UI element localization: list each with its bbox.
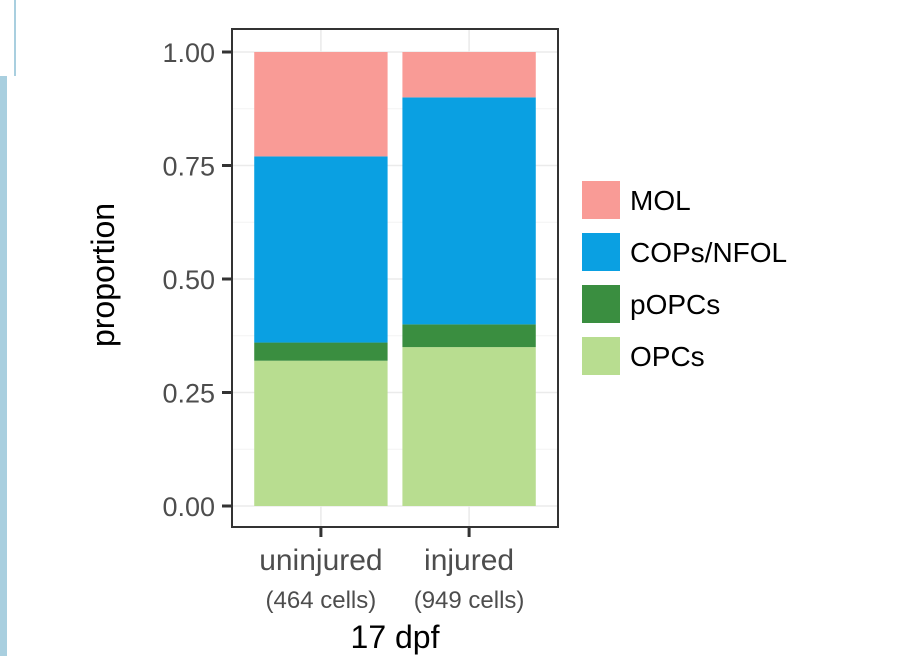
bar-segment-injured-popcs xyxy=(402,324,536,348)
y-tick-label: 0.50 xyxy=(162,265,215,295)
x-tick-sublabel: (464 cells) xyxy=(266,587,377,614)
legend-key-opcs xyxy=(582,337,620,375)
bar-segment-uninjured-cops-nfol xyxy=(254,156,388,343)
y-tick-label: 0.25 xyxy=(162,379,215,409)
legend-key-popcs xyxy=(582,285,620,323)
left-border-strip xyxy=(0,0,7,656)
legend-label-popcs: pOPCs xyxy=(630,289,720,320)
x-axis-title: 17 dpf xyxy=(351,619,440,655)
bar-segment-injured-mol xyxy=(402,52,536,98)
x-tick-label: injured xyxy=(424,544,514,577)
bar-segment-uninjured-mol xyxy=(254,52,388,157)
y-tick-label: 0.00 xyxy=(162,492,215,522)
legend: MOL COPs/NFOL pOPCs OPCs xyxy=(582,181,787,375)
left-border-notch xyxy=(0,0,16,76)
legend-label-cops-nfol: COPs/NFOL xyxy=(630,237,787,268)
y-tick-label: 0.75 xyxy=(162,152,215,182)
bar-segment-injured-cops-nfol xyxy=(402,97,536,325)
legend-key-cops-nfol xyxy=(582,233,620,271)
x-axis: uninjured (464 cells) injured (949 cells) xyxy=(259,527,524,614)
x-tick-sublabel: (949 cells) xyxy=(414,587,525,614)
bar-segment-uninjured-opcs xyxy=(254,360,388,506)
x-tick-label: uninjured xyxy=(259,544,382,577)
bar-segment-injured-opcs xyxy=(402,347,536,506)
legend-key-mol xyxy=(582,181,620,219)
y-axis: 0.00 0.25 0.50 0.75 1.00 xyxy=(162,38,232,522)
bars xyxy=(254,52,536,506)
legend-label-mol: MOL xyxy=(630,185,691,216)
legend-label-opcs: OPCs xyxy=(630,341,705,372)
y-tick-label: 1.00 xyxy=(162,38,215,68)
y-axis-title: proportion xyxy=(85,203,121,347)
bar-segment-uninjured-popcs xyxy=(254,342,388,361)
